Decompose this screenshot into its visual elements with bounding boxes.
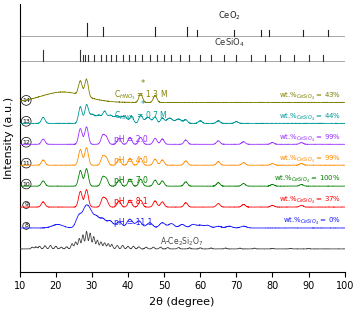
Y-axis label: Intensity (a.u.): Intensity (a.u.) bbox=[4, 97, 14, 179]
Text: wt.%$_{CeSiO_4}$ = 37%: wt.%$_{CeSiO_4}$ = 37% bbox=[279, 195, 341, 207]
X-axis label: 2θ (degree): 2θ (degree) bbox=[150, 297, 215, 307]
Text: CeSiO$_4$: CeSiO$_4$ bbox=[214, 37, 245, 49]
Text: pH = 8.1: pH = 8.1 bbox=[113, 197, 147, 207]
Text: pH = 11.1: pH = 11.1 bbox=[113, 218, 152, 227]
Text: C$_{HNO_3}$ = 1.3 M: C$_{HNO_3}$ = 1.3 M bbox=[113, 88, 168, 102]
Text: wt.%$_{CeSiO_4}$ = 100%: wt.%$_{CeSiO_4}$ = 100% bbox=[274, 174, 341, 185]
Text: wt.%$_{CeSiO_4}$ = 0%: wt.%$_{CeSiO_4}$ = 0% bbox=[283, 216, 341, 227]
Text: C$_{HNO_3}$ = 0.7 M: C$_{HNO_3}$ = 0.7 M bbox=[113, 109, 167, 123]
Text: 10: 10 bbox=[22, 182, 30, 187]
Text: pH = 4.0: pH = 4.0 bbox=[113, 156, 147, 165]
Text: wt.%$_{CeSiO_4}$ = 44%: wt.%$_{CeSiO_4}$ = 44% bbox=[279, 112, 341, 123]
Text: 13: 13 bbox=[22, 119, 30, 124]
Text: 8: 8 bbox=[24, 223, 28, 228]
Text: A-Ce$_2$Si$_2$O$_7$: A-Ce$_2$Si$_2$O$_7$ bbox=[160, 236, 204, 248]
Text: 9: 9 bbox=[24, 202, 28, 207]
Text: pH = 7.0: pH = 7.0 bbox=[113, 176, 147, 185]
Text: wt.%$_{CeSiO_4}$ = 99%: wt.%$_{CeSiO_4}$ = 99% bbox=[279, 154, 341, 165]
Text: 14: 14 bbox=[22, 98, 30, 103]
Text: wt.%$_{CeSiO_4}$ = 43%: wt.%$_{CeSiO_4}$ = 43% bbox=[279, 91, 341, 102]
Text: 12: 12 bbox=[22, 140, 30, 145]
Text: pH = 2.0: pH = 2.0 bbox=[113, 135, 147, 144]
Text: *: * bbox=[140, 100, 145, 109]
Text: 11: 11 bbox=[22, 161, 30, 166]
Text: *: * bbox=[140, 79, 145, 88]
Text: CeO$_2$: CeO$_2$ bbox=[218, 10, 241, 22]
Text: wt.%$_{CeSiO_4}$ = 99%: wt.%$_{CeSiO_4}$ = 99% bbox=[279, 132, 341, 144]
